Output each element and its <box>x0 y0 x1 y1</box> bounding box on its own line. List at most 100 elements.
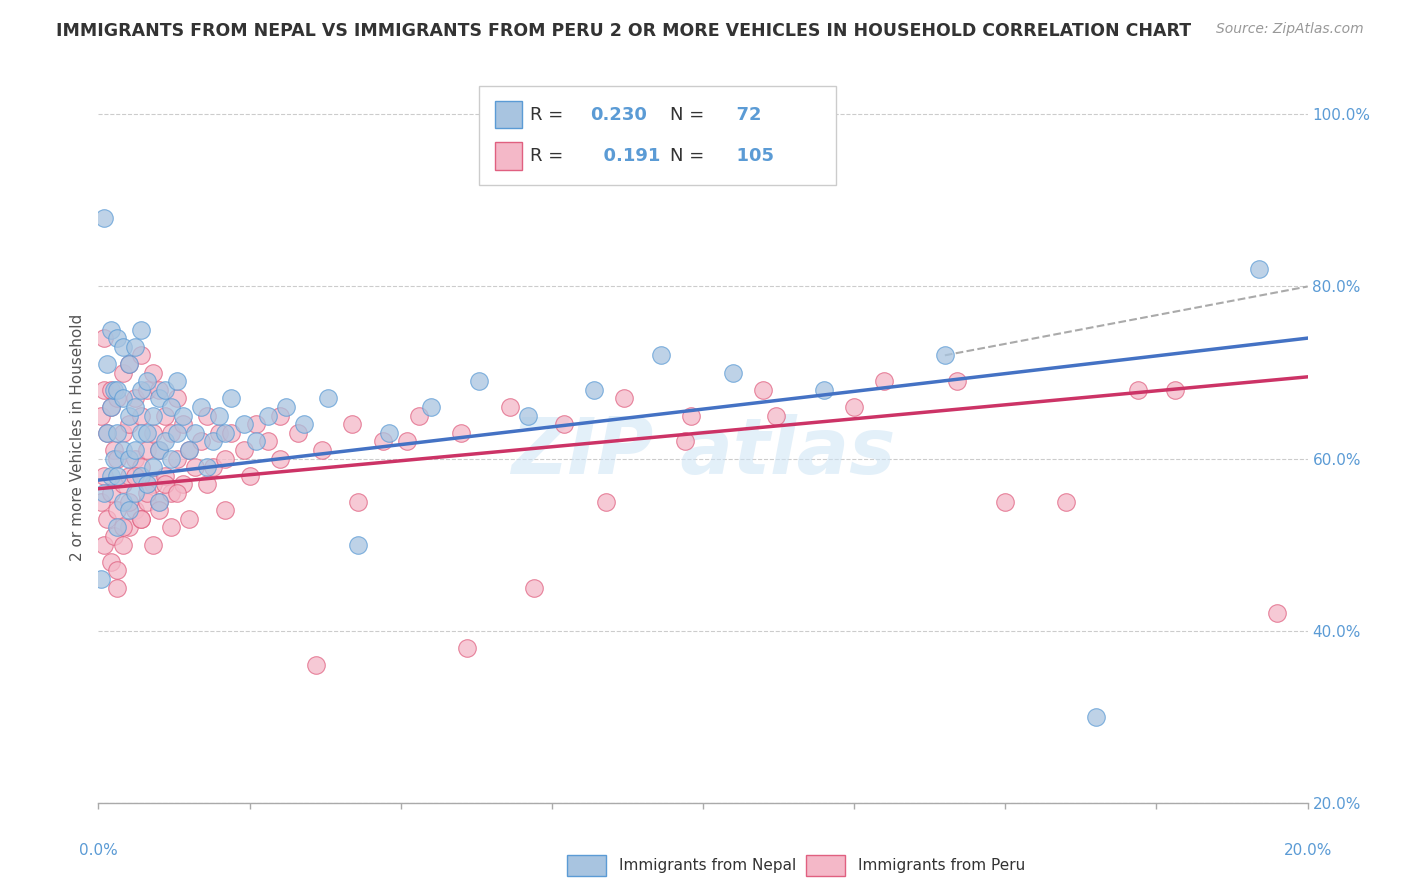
Point <box>148 392 170 406</box>
Point <box>142 425 165 440</box>
Text: 0.230: 0.230 <box>591 105 647 123</box>
Text: N =: N = <box>671 105 704 123</box>
Point <box>232 442 254 457</box>
Point <box>105 451 128 466</box>
Point <box>179 442 201 457</box>
Point <box>148 442 170 457</box>
Point <box>202 460 225 475</box>
Point <box>516 409 538 423</box>
Point <box>160 425 183 440</box>
Point <box>124 442 146 457</box>
Point <box>946 374 969 388</box>
Text: R =: R = <box>530 105 564 123</box>
Point <box>342 417 364 432</box>
Point <box>153 383 176 397</box>
Point <box>214 503 236 517</box>
Point <box>195 460 218 475</box>
Point <box>105 564 128 578</box>
Point <box>371 434 394 449</box>
Point <box>148 494 170 508</box>
Point <box>160 486 183 500</box>
Point <box>135 494 157 508</box>
Point <box>129 425 152 440</box>
Point <box>208 409 231 423</box>
Point <box>124 400 146 414</box>
Text: IMMIGRANTS FROM NEPAL VS IMMIGRANTS FROM PERU 2 OR MORE VEHICLES IN HOUSEHOLD CO: IMMIGRANTS FROM NEPAL VS IMMIGRANTS FROM… <box>56 22 1191 40</box>
Point <box>129 348 152 362</box>
Text: ZIP atlas: ZIP atlas <box>510 414 896 490</box>
Point <box>90 572 112 586</box>
Point <box>96 512 118 526</box>
Point <box>103 451 125 466</box>
Point <box>100 468 122 483</box>
Point <box>679 409 702 423</box>
Y-axis label: 2 or more Vehicles in Household: 2 or more Vehicles in Household <box>69 313 84 561</box>
Point <box>195 409 218 423</box>
Point <box>100 383 122 397</box>
Point <box>118 357 141 371</box>
Point <box>166 374 188 388</box>
Point <box>195 477 218 491</box>
Point <box>1085 710 1108 724</box>
Point <box>105 520 128 534</box>
Point <box>184 460 207 475</box>
Text: Immigrants from Nepal: Immigrants from Nepal <box>619 858 796 872</box>
Point <box>142 477 165 491</box>
Point <box>256 409 278 423</box>
Point <box>103 529 125 543</box>
Point <box>179 442 201 457</box>
Point <box>347 494 370 508</box>
Point <box>105 383 128 397</box>
Point <box>124 468 146 483</box>
Point <box>553 417 575 432</box>
Point <box>1163 383 1185 397</box>
Point <box>135 383 157 397</box>
Point <box>650 348 672 362</box>
Text: Source: ZipAtlas.com: Source: ZipAtlas.com <box>1216 22 1364 37</box>
Text: 72: 72 <box>724 105 761 123</box>
Point <box>153 434 176 449</box>
Point <box>129 383 152 397</box>
Point <box>184 425 207 440</box>
Point <box>1054 494 1077 508</box>
Point <box>118 468 141 483</box>
Point <box>1128 383 1150 397</box>
Point <box>93 468 115 483</box>
Point <box>118 357 141 371</box>
Point <box>395 434 418 449</box>
Point <box>148 383 170 397</box>
Text: 105: 105 <box>724 147 773 165</box>
Point <box>129 322 152 336</box>
Point <box>111 392 134 406</box>
Bar <box>495 143 522 170</box>
Point <box>190 434 212 449</box>
Point <box>124 392 146 406</box>
Point <box>287 425 309 440</box>
Point <box>160 400 183 414</box>
FancyBboxPatch shape <box>479 86 837 185</box>
Point <box>994 494 1017 508</box>
Point <box>111 520 134 534</box>
Point <box>148 503 170 517</box>
Point <box>135 486 157 500</box>
Point <box>232 417 254 432</box>
Point <box>256 434 278 449</box>
Point <box>124 451 146 466</box>
Point <box>103 442 125 457</box>
Point <box>305 658 328 673</box>
Point <box>765 409 787 423</box>
Point <box>873 374 896 388</box>
Point <box>129 409 152 423</box>
Point <box>172 477 194 491</box>
Point <box>166 425 188 440</box>
Point <box>129 512 152 526</box>
Point <box>214 451 236 466</box>
Point <box>202 434 225 449</box>
Point <box>118 494 141 508</box>
Point <box>166 486 188 500</box>
Point <box>129 460 152 475</box>
Point <box>118 520 141 534</box>
Point <box>752 383 775 397</box>
Point <box>166 451 188 466</box>
Bar <box>495 101 522 128</box>
